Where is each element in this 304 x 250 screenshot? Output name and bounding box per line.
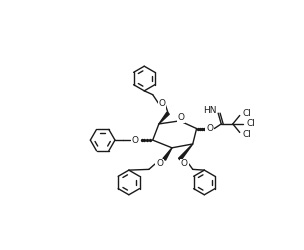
Text: O: O — [156, 160, 163, 168]
Text: Cl: Cl — [243, 130, 252, 139]
Text: O: O — [132, 136, 139, 144]
Text: O: O — [181, 160, 188, 168]
Polygon shape — [159, 112, 169, 124]
Polygon shape — [178, 144, 193, 160]
Text: O: O — [158, 100, 165, 108]
Text: HN: HN — [203, 106, 217, 114]
Text: Cl: Cl — [243, 109, 252, 118]
Text: Cl: Cl — [247, 120, 256, 128]
Polygon shape — [163, 148, 172, 160]
Text: O: O — [178, 113, 185, 122]
Text: O: O — [206, 124, 213, 133]
